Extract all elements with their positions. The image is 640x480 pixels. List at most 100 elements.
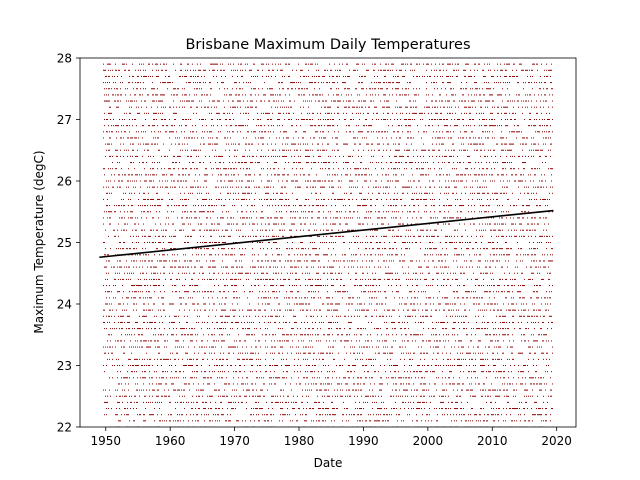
data-point: [326, 229, 327, 231]
data-point: [272, 401, 273, 403]
data-point: [108, 100, 109, 102]
data-point: [281, 205, 282, 207]
data-point: [292, 192, 293, 194]
data-point: [146, 217, 147, 219]
data-point: [118, 291, 119, 293]
data-point: [234, 395, 235, 397]
data-point: [257, 365, 258, 366]
data-point: [107, 340, 108, 342]
data-point: [168, 414, 169, 416]
data-point: [236, 340, 237, 342]
data-point: [176, 371, 177, 373]
data-point: [208, 408, 209, 410]
data-point: [342, 420, 343, 422]
data-point: [194, 137, 195, 139]
data-point: [243, 383, 244, 385]
data-point: [236, 155, 237, 157]
data-point: [313, 205, 314, 207]
data-point: [328, 303, 329, 305]
data-point: [132, 155, 133, 157]
data-point: [138, 328, 139, 330]
data-point: [145, 260, 146, 262]
data-point: [196, 321, 197, 323]
data-point: [320, 352, 321, 354]
data-point: [331, 229, 332, 231]
data-point: [152, 414, 153, 416]
data-point: [163, 125, 164, 127]
data-point: [179, 106, 180, 108]
data-point: [151, 321, 152, 323]
data-point: [276, 297, 277, 299]
data-point: [247, 217, 248, 219]
data-point: [184, 309, 185, 311]
data-point: [199, 408, 200, 410]
data-point: [261, 137, 262, 139]
data-point: [267, 192, 268, 194]
data-point: [142, 94, 143, 96]
data-point: [251, 365, 252, 366]
data-point: [201, 254, 202, 256]
data-point: [268, 63, 269, 65]
data-point: [131, 174, 132, 176]
data-point: [297, 328, 298, 330]
data-point: [118, 340, 119, 342]
data-point: [140, 291, 141, 293]
data-point: [301, 119, 302, 120]
data-point: [285, 162, 286, 164]
data-point: [265, 112, 266, 114]
data-point: [268, 235, 269, 237]
data-point: [184, 383, 185, 385]
data-point: [293, 408, 294, 410]
data-point: [135, 119, 136, 120]
data-point: [277, 377, 278, 379]
data-point: [242, 162, 243, 164]
data-point: [185, 278, 186, 280]
data-point: [232, 278, 233, 280]
data-point: [258, 420, 259, 422]
data-point: [113, 125, 114, 127]
data-point: [173, 131, 174, 133]
data-point: [104, 119, 105, 120]
data-point: [190, 334, 191, 336]
data-point: [339, 383, 340, 385]
data-point: [121, 75, 122, 77]
data-point: [202, 346, 203, 348]
data-point: [145, 143, 146, 145]
data-point: [154, 272, 155, 274]
data-point: [130, 278, 131, 280]
data-point: [245, 125, 246, 127]
data-point: [248, 389, 249, 391]
data-point: [120, 260, 121, 262]
data-point: [282, 401, 283, 403]
data-point: [188, 119, 189, 120]
data-point: [242, 309, 243, 311]
data-point: [308, 69, 309, 71]
data-point: [277, 365, 278, 366]
data-point: [195, 334, 196, 336]
data-point: [291, 352, 292, 354]
data-point: [339, 100, 340, 102]
data-point: [241, 321, 242, 323]
data-point: [119, 266, 120, 268]
data-point: [218, 155, 219, 157]
data-point: [209, 383, 210, 385]
data-point: [332, 180, 333, 182]
data-point: [261, 389, 262, 391]
data-point: [243, 358, 244, 360]
data-point: [174, 180, 175, 182]
data-point: [104, 321, 105, 323]
data-point: [172, 285, 173, 287]
data-point: [182, 414, 183, 416]
data-point: [281, 266, 282, 268]
data-point: [241, 211, 242, 213]
data-point: [131, 254, 132, 256]
data-point: [274, 371, 275, 373]
data-point: [214, 223, 215, 225]
data-point: [134, 291, 135, 293]
data-point: [328, 383, 329, 385]
data-point: [236, 321, 237, 323]
data-point: [201, 119, 202, 120]
data-point: [276, 223, 277, 225]
data-point: [198, 205, 199, 207]
data-point: [303, 408, 304, 410]
